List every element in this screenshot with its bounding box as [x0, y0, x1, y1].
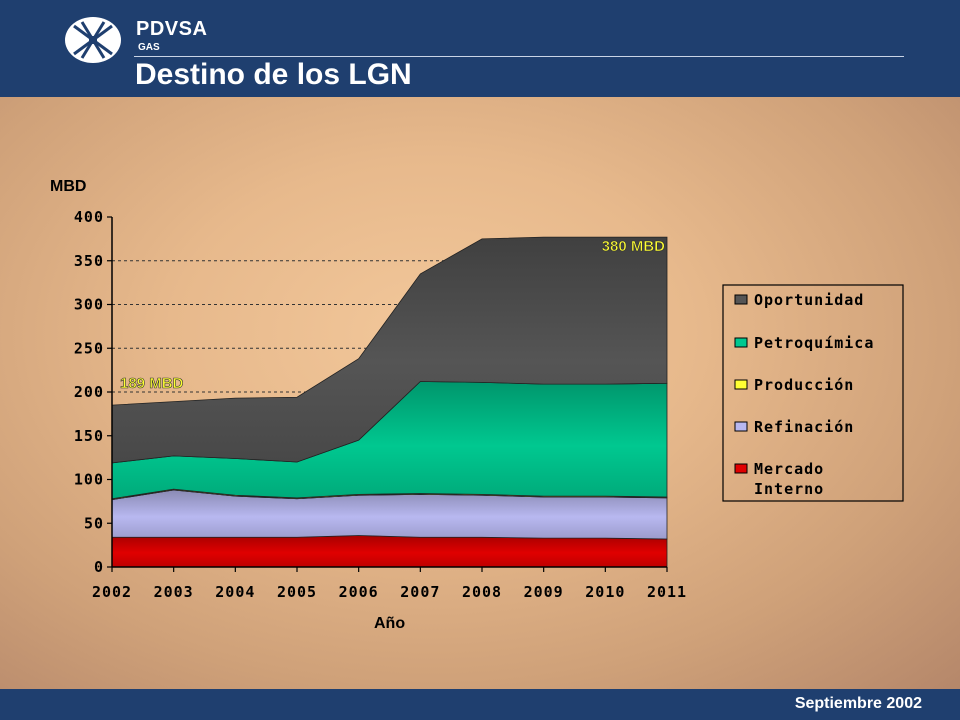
- y-tick-label: 350: [74, 252, 104, 270]
- annotation-start-total: 189 MBD: [120, 375, 184, 392]
- legend-label: Interno: [754, 480, 824, 498]
- x-tick-label: 2003: [154, 583, 194, 601]
- area-mercado-interno: [111, 535, 668, 568]
- footer-date: Septiembre 2002: [794, 695, 922, 712]
- legend-label: Mercado: [754, 460, 824, 478]
- brand-name: PDVSA: [136, 18, 208, 40]
- x-tick-label: 2004: [215, 583, 255, 601]
- legend-box: [722, 284, 904, 502]
- y-tick-label: 250: [74, 339, 104, 357]
- legend-swatch: [734, 337, 748, 348]
- legend-label: Petroquímica: [754, 334, 874, 352]
- legend-swatch: [734, 294, 748, 305]
- header-divider: [134, 56, 904, 57]
- legend-label: Producción: [754, 376, 854, 394]
- x-tick-label: 2008: [462, 583, 502, 601]
- y-tick-label: 0: [94, 558, 104, 576]
- y-tick-labels: 0 50 100 150 200 250 300 350 400: [74, 208, 104, 576]
- area-series: [111, 236, 668, 568]
- y-tick-label: 200: [74, 383, 104, 401]
- x-axis-label: Año: [374, 615, 405, 632]
- y-tick-label: 100: [74, 471, 104, 489]
- brand-subtitle: GAS: [138, 42, 160, 53]
- legend-label: Oportunidad: [754, 291, 864, 309]
- legend-label: Refinación: [754, 418, 854, 436]
- x-tick-label: 2005: [277, 583, 317, 601]
- annotation-end-total: 380 MBD: [602, 238, 666, 255]
- legend-swatch: [734, 421, 748, 432]
- x-tick-label: 2010: [585, 583, 625, 601]
- area-oportunidad: [111, 236, 668, 464]
- y-axis-label: MBD: [50, 178, 86, 195]
- legend: Oportunidad Petroquímica Producción Refinac…: [722, 284, 904, 502]
- y-tick-label: 400: [74, 208, 104, 226]
- legend-swatch: [734, 379, 748, 390]
- y-tick-label: 300: [74, 296, 104, 314]
- legend-swatch: [734, 463, 748, 474]
- x-tick-labels: 2002 2003 2004 2005 2006 2007 2008 2009 2010 2011: [92, 583, 687, 601]
- y-tick-label: 50: [84, 514, 104, 532]
- x-tick-label: 2009: [524, 583, 564, 601]
- footer-bar: Septiembre 2002: [0, 689, 960, 720]
- x-tick-label: 2007: [400, 583, 440, 601]
- axes: [107, 216, 668, 572]
- page-title: Destino de los LGN: [135, 58, 412, 91]
- y-tick-label: 150: [74, 427, 104, 445]
- pdvsa-logo-icon: [65, 17, 121, 63]
- x-tick-label: 2002: [92, 583, 132, 601]
- annotations: 189 MBD 380 MBD: [120, 238, 666, 393]
- x-tick-label: 2011: [647, 583, 687, 601]
- header-bar: PDVSA GAS Destino de los LGN: [0, 0, 960, 97]
- x-tick-label: 2006: [339, 583, 379, 601]
